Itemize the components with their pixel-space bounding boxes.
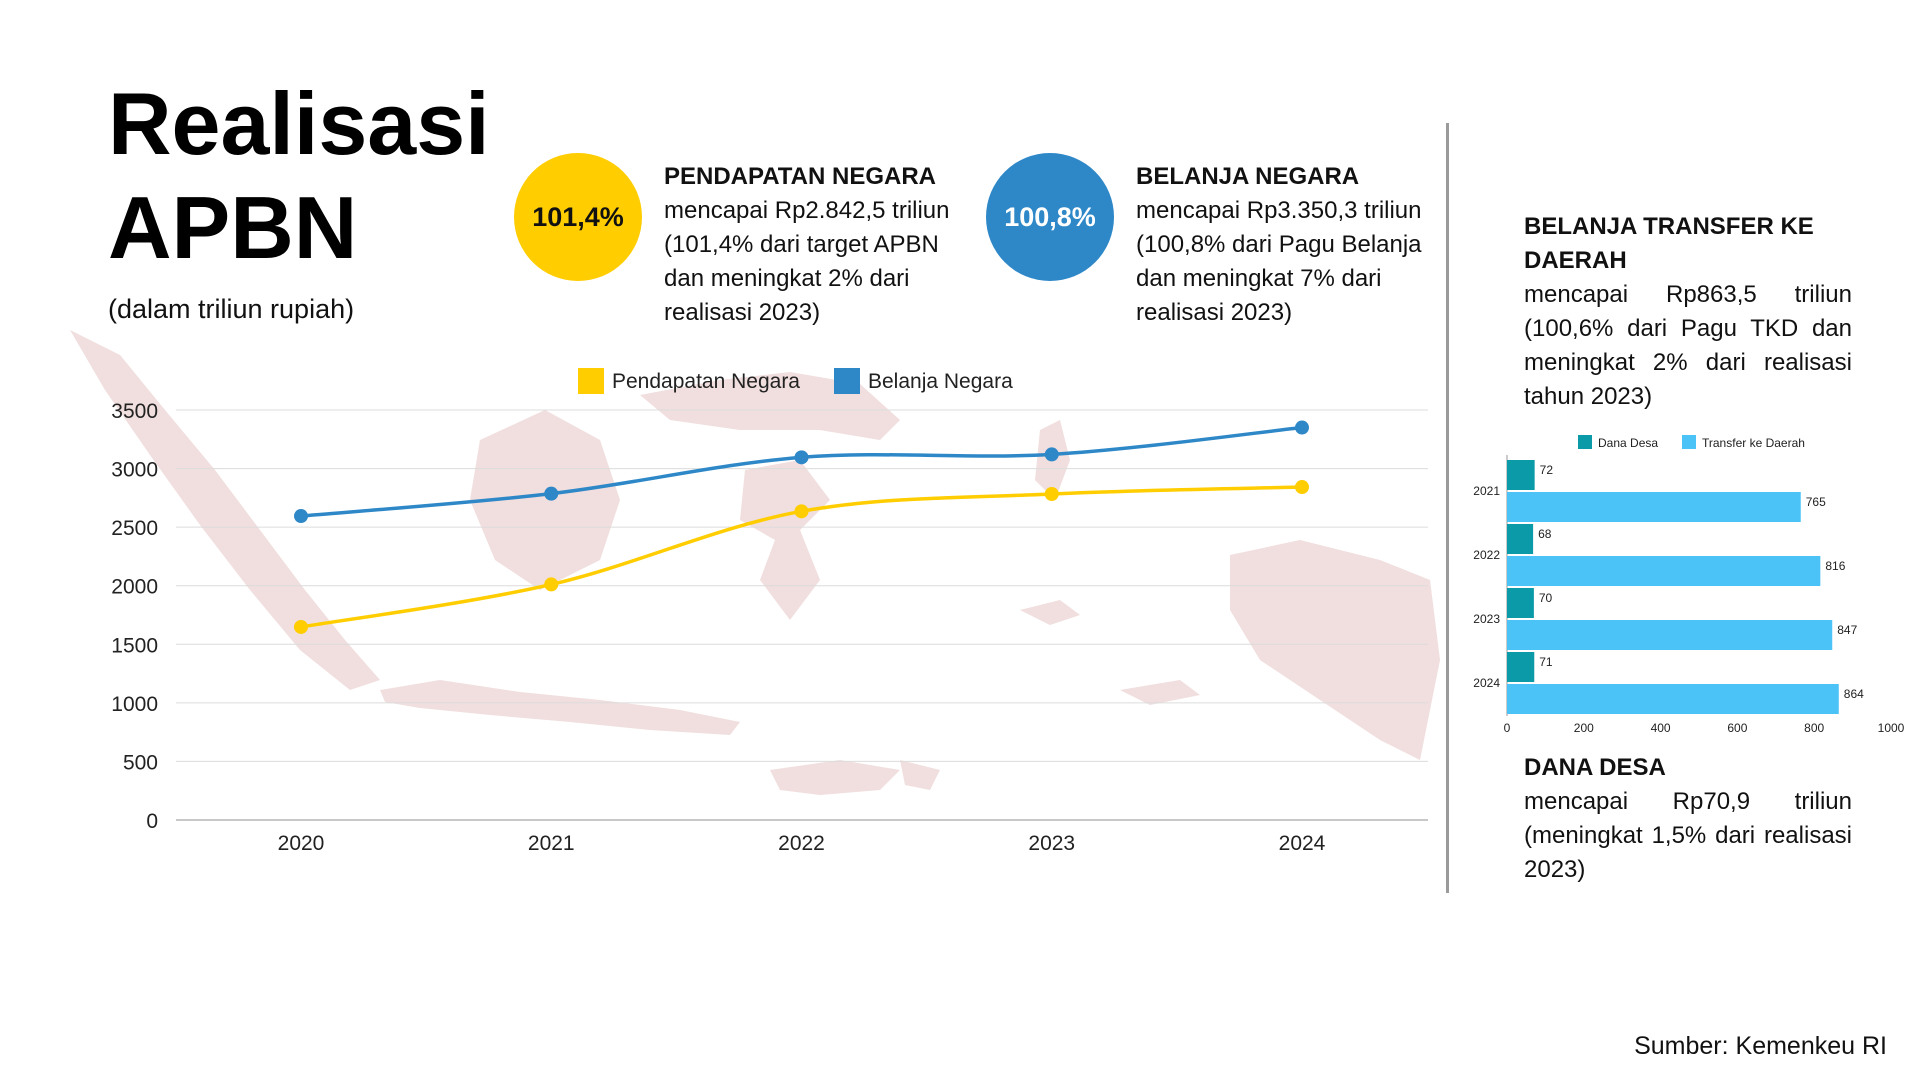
- data-point: [544, 577, 559, 592]
- mini-bar: [1507, 460, 1535, 490]
- mini-bar: [1507, 556, 1821, 586]
- mini-bar-label: 70: [1539, 591, 1553, 605]
- page-subtitle: (dalam triliun rupiah): [108, 294, 355, 324]
- y-tick-label: 0: [146, 810, 158, 833]
- data-point: [294, 619, 308, 634]
- belanja-text: mencapai Rp3.350,3 triliun (100,8% dari …: [1136, 197, 1422, 326]
- mini-x-tick-label: 200: [1574, 721, 1594, 735]
- x-tick-label: 2023: [1028, 832, 1075, 855]
- data-point: [1044, 486, 1059, 501]
- mini-legend-label: Transfer ke Daerah: [1702, 436, 1805, 450]
- data-point: [1295, 420, 1309, 435]
- mini-bar-label: 765: [1806, 495, 1826, 509]
- y-tick-label: 3500: [111, 400, 158, 423]
- mini-category-label: 2023: [1473, 612, 1500, 626]
- x-tick-label: 2021: [528, 832, 575, 855]
- mini-category-label: 2021: [1473, 484, 1500, 498]
- mini-category-label: 2024: [1473, 676, 1500, 690]
- mini-x-tick-label: 1000: [1878, 721, 1905, 735]
- dana-desa-heading: DANA DESA: [1524, 754, 1666, 781]
- data-point: [794, 450, 809, 465]
- data-point: [544, 486, 559, 501]
- mini-bar: [1507, 684, 1839, 714]
- pendapatan-summary: PENDAPATAN NEGARA mencapai Rp2.842,5 tri…: [664, 160, 964, 330]
- pendapatan-text: mencapai Rp2.842,5 triliun (101,4% dari …: [664, 197, 950, 326]
- legend-label: Belanja Negara: [868, 370, 1013, 393]
- section-divider: [1446, 123, 1449, 893]
- x-tick-label: 2022: [778, 832, 825, 855]
- mini-bar: [1507, 652, 1535, 682]
- transfer-text: mencapai Rp863,5 triliun (100,6% dari Pa…: [1524, 281, 1852, 410]
- y-tick-label: 2000: [111, 576, 158, 599]
- data-point: [794, 504, 809, 519]
- belanja-badge: 100,8%: [986, 153, 1114, 281]
- mini-bar: [1507, 620, 1833, 650]
- mini-bar-label: 68: [1538, 527, 1552, 541]
- y-tick-label: 500: [123, 751, 158, 774]
- mini-category-label: 2022: [1473, 548, 1500, 562]
- mini-bar-label: 71: [1539, 655, 1553, 669]
- mini-x-tick-label: 400: [1651, 721, 1671, 735]
- mini-legend-swatch: [1682, 435, 1696, 449]
- page-title: Realisasi APBN: [108, 72, 490, 280]
- y-tick-label: 3000: [111, 459, 158, 482]
- mini-x-tick-label: 0: [1504, 721, 1511, 735]
- mini-bar-label: 847: [1837, 623, 1857, 637]
- data-point: [1044, 447, 1059, 462]
- mini-bar: [1507, 492, 1801, 522]
- mini-x-tick-label: 600: [1727, 721, 1747, 735]
- mini-legend-label: Dana Desa: [1598, 436, 1658, 450]
- mini-bar-label: 864: [1844, 687, 1864, 701]
- mini-bar-label: 72: [1540, 463, 1554, 477]
- pendapatan-heading: PENDAPATAN NEGARA: [664, 163, 937, 190]
- x-tick-label: 2024: [1279, 832, 1326, 855]
- transfer-heading: BELANJA TRANSFER KE DAERAH: [1524, 213, 1814, 274]
- data-point: [1295, 480, 1309, 495]
- data-point: [294, 509, 308, 524]
- mini-x-tick-label: 800: [1804, 721, 1824, 735]
- legend-swatch: [578, 368, 604, 394]
- source-note: Sumber: Kemenkeu RI: [1634, 1032, 1887, 1060]
- dana-desa-text: mencapai Rp70,9 triliun (meningkat 1,5% …: [1524, 788, 1852, 883]
- legend-label: Pendapatan Negara: [612, 370, 800, 393]
- mini-bar: [1507, 588, 1534, 618]
- transfer-summary: BELANJA TRANSFER KE DAERAH mencapai Rp86…: [1524, 210, 1852, 414]
- y-tick-label: 2500: [111, 517, 158, 540]
- pendapatan-badge: 101,4%: [514, 153, 642, 281]
- mini-bar: [1507, 524, 1534, 554]
- mini-legend-swatch: [1578, 435, 1592, 449]
- legend-swatch: [834, 368, 860, 394]
- y-tick-label: 1500: [111, 634, 158, 657]
- title-line-2: APBN: [108, 178, 358, 277]
- dana-desa-summary: DANA DESA mencapai Rp70,9 triliun (menin…: [1524, 751, 1852, 887]
- belanja-summary: BELANJA NEGARA mencapai Rp3.350,3 triliu…: [1136, 160, 1436, 330]
- title-line-1: Realisasi: [108, 74, 490, 173]
- belanja-heading: BELANJA NEGARA: [1136, 163, 1360, 190]
- mini-bar-label: 816: [1825, 559, 1845, 573]
- x-tick-label: 2020: [278, 832, 325, 855]
- y-tick-label: 1000: [111, 693, 158, 716]
